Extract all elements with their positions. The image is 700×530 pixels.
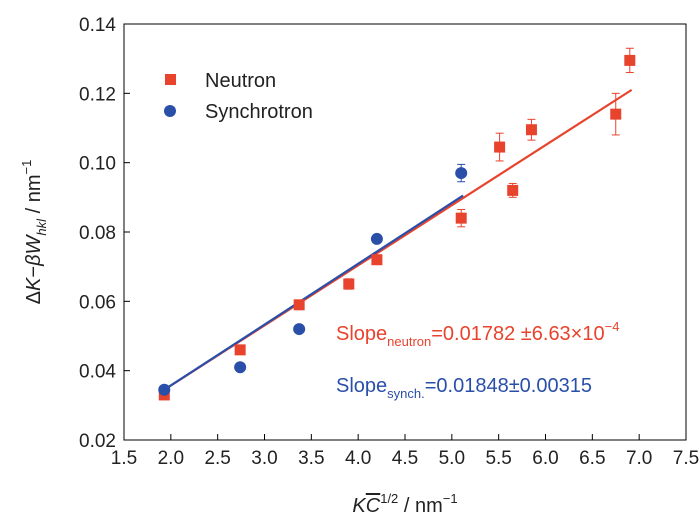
x-label-c: C bbox=[366, 495, 381, 517]
x-tick-label: 6.0 bbox=[532, 448, 558, 469]
point-neutron bbox=[455, 212, 467, 224]
x-tick-label: 5.5 bbox=[485, 448, 511, 469]
slope-neutron-exp: −4 bbox=[605, 319, 620, 334]
slope-synch-sub: synch. bbox=[387, 386, 425, 401]
x-tick-label: 4.0 bbox=[345, 448, 371, 469]
slope-synch-word: Slope bbox=[336, 375, 387, 397]
x-axis-ticks: 1.5 2.0 2.5 3.0 3.5 4.0 4.5 5.0 5.5 6.0 6.5 7.0 7.5 bbox=[111, 434, 699, 469]
point-synchrotron bbox=[370, 232, 383, 245]
x-label-k: K bbox=[352, 495, 367, 517]
y-label-k: K bbox=[23, 276, 45, 291]
x-tick-label: 2.0 bbox=[158, 448, 184, 469]
point-neutron bbox=[293, 299, 305, 311]
y-tick-label: 0.12 bbox=[79, 84, 116, 105]
y-label-beta: β bbox=[23, 254, 45, 266]
slope-neutron-sub: neutron bbox=[387, 334, 431, 349]
data-points bbox=[158, 47, 636, 401]
legend-label-neutron: Neutron bbox=[205, 70, 276, 92]
point-neutron bbox=[494, 141, 506, 153]
slope-neutron-word: Slope bbox=[336, 323, 387, 345]
legend-marker-synchrotron bbox=[164, 105, 176, 117]
slope-neutron-annotation: Slopeneutron=0.01782 ±6.63×10−4 bbox=[336, 319, 619, 349]
point-neutron bbox=[507, 184, 519, 196]
y-label-unit: / nm bbox=[23, 175, 45, 219]
point-neutron bbox=[610, 108, 622, 120]
y-label-sub: hkl bbox=[34, 218, 49, 236]
x-tick-label: 7.0 bbox=[626, 448, 652, 469]
point-synchrotron bbox=[158, 383, 171, 396]
y-axis-ticks: 0.02 0.04 0.06 0.08 0.10 0.12 0.14 bbox=[79, 15, 130, 452]
x-label-exp: 1/2 bbox=[380, 491, 398, 506]
x-tick-label: 3.5 bbox=[298, 448, 324, 469]
x-tick-label: 2.5 bbox=[204, 448, 230, 469]
point-neutron bbox=[624, 54, 636, 66]
y-axis-label: ΔK−βWhkl / nm−1 bbox=[19, 160, 49, 305]
slope-synch-value: =0.01848±0.00315 bbox=[425, 375, 592, 397]
point-neutron bbox=[525, 124, 537, 136]
y-label-unit-exp: −1 bbox=[19, 160, 34, 175]
x-label-unit: / nm bbox=[398, 495, 442, 517]
x-tick-label: 6.5 bbox=[579, 448, 605, 469]
point-neutron bbox=[234, 344, 246, 356]
y-tick-label: 0.10 bbox=[79, 154, 116, 175]
y-tick-label: 0.14 bbox=[79, 15, 116, 36]
y-tick-label: 0.04 bbox=[79, 362, 116, 383]
y-label-delta: Δ bbox=[23, 291, 45, 304]
y-tick-label: 0.06 bbox=[79, 292, 116, 313]
fit-line-synchrotron bbox=[163, 194, 464, 391]
x-tick-label: 5.0 bbox=[439, 448, 465, 469]
y-tick-label: 0.02 bbox=[79, 431, 116, 452]
x-tick-label: 1.5 bbox=[111, 448, 137, 469]
legend-label-synchrotron: Synchrotron bbox=[205, 101, 313, 123]
point-synchrotron bbox=[234, 361, 247, 374]
point-neutron bbox=[343, 278, 355, 290]
y-label-w: W bbox=[23, 233, 45, 254]
slope-neutron-value: =0.01782 ±6.63×10 bbox=[431, 323, 604, 345]
legend: Neutron Synchrotron bbox=[164, 70, 313, 123]
x-axis-label: KC1/2 / nm−1 bbox=[352, 491, 457, 517]
point-synchrotron bbox=[293, 323, 306, 336]
y-tick-label: 0.08 bbox=[79, 223, 116, 244]
legend-marker-neutron bbox=[165, 74, 176, 85]
slope-synch-annotation: Slopesynch.=0.01848±0.00315 bbox=[336, 375, 592, 401]
x-tick-label: 7.5 bbox=[673, 448, 699, 469]
y-label-minus: − bbox=[23, 266, 45, 278]
point-neutron bbox=[371, 254, 383, 266]
x-tick-label: 3.0 bbox=[251, 448, 277, 469]
x-label-unit-exp: −1 bbox=[443, 491, 458, 506]
point-synchrotron bbox=[455, 167, 468, 180]
x-tick-label: 4.5 bbox=[392, 448, 418, 469]
fit-lines bbox=[163, 88, 633, 391]
